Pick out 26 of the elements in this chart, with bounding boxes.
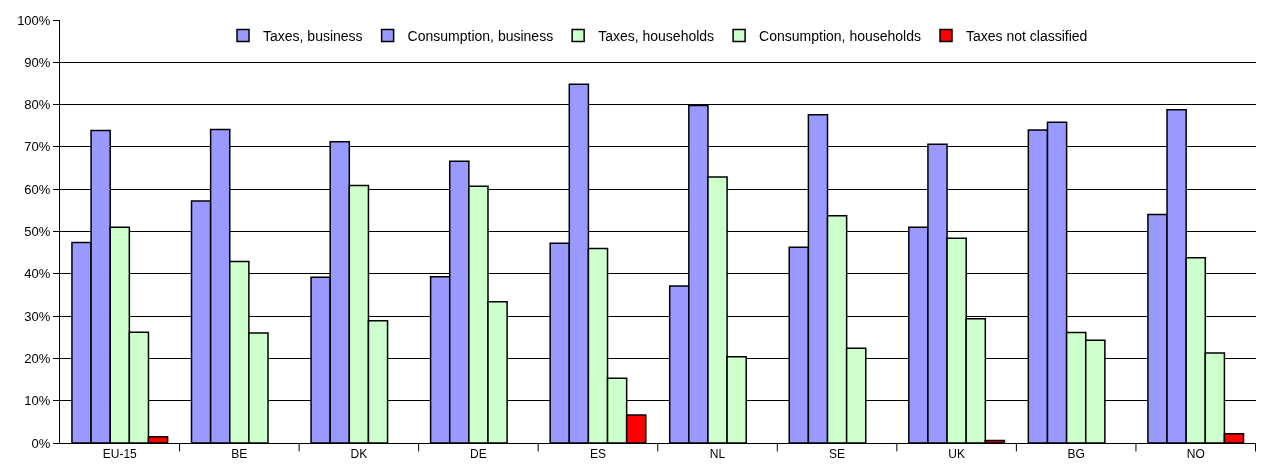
y-tick-label: 10% — [24, 393, 51, 409]
y-tick-label: 60% — [24, 181, 51, 197]
y-tick-label: 90% — [24, 54, 51, 70]
y-tick-label: 80% — [24, 97, 51, 113]
x-tick-label: DE — [470, 447, 487, 462]
y-tick-label: 40% — [24, 266, 51, 282]
legend-label: Taxes, business — [263, 28, 363, 45]
y-tick-label: 20% — [24, 350, 51, 366]
y-tick-label: 0% — [31, 435, 51, 451]
x-tick-label: NL — [709, 447, 726, 462]
x-tick-label: EU-15 — [102, 447, 138, 462]
y-tick-label: 30% — [24, 308, 51, 324]
legend-label: Consumption, business — [407, 28, 554, 45]
x-tick-label: NO — [1186, 447, 1205, 462]
legend-label: Taxes, households — [598, 28, 715, 45]
y-tick-label: 70% — [24, 139, 51, 155]
x-tick-label: BE — [231, 447, 248, 462]
x-tick-label: UK — [948, 447, 965, 462]
x-tick-label: SE — [829, 447, 846, 462]
x-tick-label: ES — [589, 447, 606, 462]
y-tick-label: 50% — [24, 224, 51, 240]
x-tick-label: BG — [1067, 447, 1085, 462]
legend-label: Consumption, households — [759, 28, 921, 45]
y-tick-label: 100% — [17, 12, 51, 28]
x-tick-label: DK — [350, 447, 368, 462]
legend-label: Taxes not classified — [966, 28, 1088, 45]
